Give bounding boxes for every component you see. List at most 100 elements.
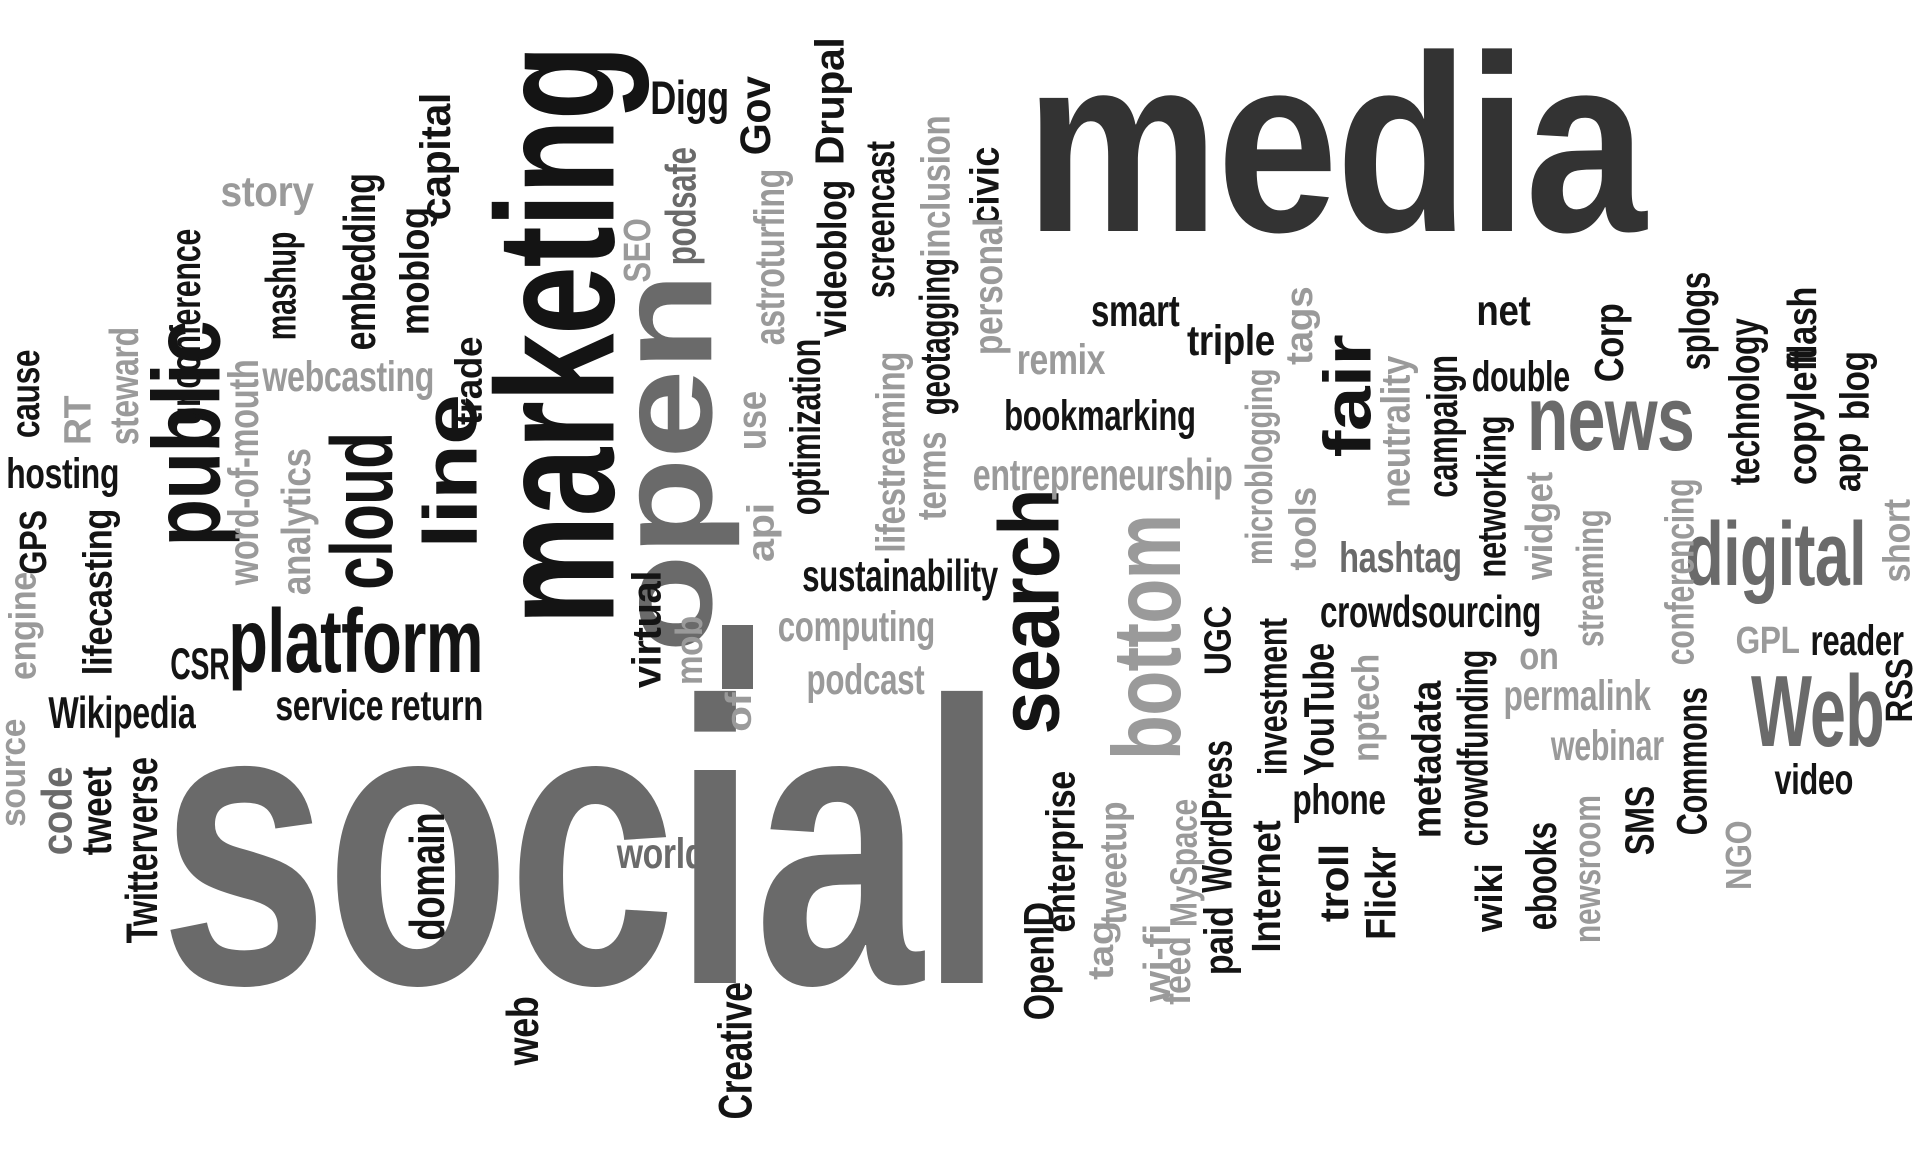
word-screencast: screencast: [856, 141, 903, 298]
word-embedding: embedding: [334, 173, 385, 350]
word-conferencing: conferencing: [1656, 478, 1703, 666]
word-lifecasting: lifecasting: [74, 508, 121, 676]
word-streaming: streaming: [1569, 509, 1612, 647]
word-inclusion: inclusion: [911, 115, 958, 258]
word-on: on: [1518, 635, 1559, 678]
word-permalink: permalink: [1503, 671, 1651, 720]
word-service: service: [274, 681, 383, 730]
word-news: news: [1527, 368, 1695, 471]
word-mashup: mashup: [257, 231, 306, 340]
word-use: use: [728, 391, 775, 450]
word-crowdsourcing: crowdsourcing: [1320, 586, 1542, 637]
word-capital: capital: [411, 92, 460, 220]
word-newsroom: newsroom: [1566, 795, 1609, 944]
word-world: world: [617, 829, 706, 878]
word-sustainability: sustainability: [801, 550, 998, 601]
word-splogs: splogs: [1671, 271, 1720, 370]
word-gov: Gov: [731, 76, 780, 155]
word-cloud: cloud: [312, 432, 411, 591]
word-search: search: [982, 489, 1078, 735]
word-api: api: [740, 503, 783, 563]
word-bookmarking: bookmarking: [1004, 391, 1197, 440]
word-moblog: moblog: [391, 207, 438, 335]
word-app: app: [1826, 433, 1869, 492]
word-technology: technology: [1720, 318, 1769, 485]
word-story: story: [220, 167, 314, 216]
word-web: Web: [1750, 655, 1884, 768]
word-neutrality: neutrality: [1372, 355, 1419, 508]
word-web: web: [498, 996, 549, 1065]
word-civic: civic: [961, 146, 1008, 225]
word-tags: tags: [1278, 286, 1321, 365]
word-wikipedia: Wikipedia: [47, 687, 196, 738]
word-source: source: [0, 719, 34, 827]
word-networking: networking: [1468, 415, 1515, 578]
word-internet: Internet: [1242, 820, 1289, 953]
word-tools: tools: [1281, 487, 1324, 571]
word-tag: tag: [1081, 921, 1122, 980]
word-hashtag: hashtag: [1339, 533, 1463, 582]
word-terms: terms: [908, 431, 955, 520]
word-seo: SEO: [616, 218, 659, 283]
word-short: short: [1876, 499, 1919, 583]
word-net: net: [1476, 286, 1531, 335]
word-sms: SMS: [1616, 785, 1663, 855]
word-ugc: UGC: [1196, 605, 1239, 675]
word-corp: Corp: [1585, 303, 1632, 383]
word-engine: engine: [1, 572, 44, 680]
word-of: of: [719, 692, 760, 732]
word-phone: phone: [1292, 775, 1387, 824]
word-trade: trade: [448, 336, 491, 426]
word-fair: fair: [1310, 335, 1386, 458]
word-nptech: nptech: [1344, 654, 1387, 762]
word-troll: troll: [1310, 844, 1357, 922]
word-geotagging: geotagging: [911, 257, 960, 416]
word-video: video: [1774, 755, 1854, 804]
word-unconference: unconference: [161, 228, 210, 426]
word-analytics: analytics: [272, 448, 319, 595]
word-gpl: GPL: [1735, 619, 1800, 662]
word-cause: cause: [1, 349, 48, 438]
word-astroturfing: astroturfing: [745, 168, 794, 345]
word-ngo: NGO: [1719, 820, 1760, 891]
word-digital: digital: [1685, 504, 1867, 605]
word-openid: OpenID: [1015, 902, 1064, 1020]
word-youtube: YouTube: [1295, 642, 1344, 776]
word-webinar: webinar: [1550, 721, 1664, 770]
word-word-of-mouth: word-of-mouth: [219, 359, 268, 585]
word-hosting: hosting: [6, 449, 120, 498]
word-twitterverse: Twitterverse: [116, 756, 167, 943]
word-podsafe: podsafe: [657, 147, 706, 266]
word-csr: CSR: [170, 638, 230, 689]
word-metadata: metadata: [1402, 680, 1449, 838]
word-tweet: tweet: [72, 766, 121, 856]
word-copyleft: copyleft: [1778, 347, 1825, 485]
word-bottom: bottom: [1093, 514, 1201, 760]
word-wiki: wiki: [1468, 863, 1511, 932]
word-entrepreneurship: entrepreneurship: [972, 449, 1233, 500]
word-commons: Commons: [1668, 687, 1717, 835]
word-widget: widget: [1518, 472, 1561, 580]
word-virtual: virtual: [622, 570, 669, 688]
word-rss: RSS: [1878, 658, 1920, 723]
word-platform: platform: [228, 591, 483, 692]
word-podcast: podcast: [806, 655, 925, 704]
word-computing: computing: [777, 602, 936, 651]
word-return: return: [389, 681, 483, 730]
word-personal: personal: [964, 217, 1011, 355]
word-rt: RT: [56, 395, 99, 445]
word-smart: smart: [1090, 285, 1180, 336]
word-drupal: Drupal: [806, 37, 853, 165]
word-double: double: [1471, 352, 1571, 401]
word-optimization: optimization: [781, 338, 830, 515]
word-triple: triple: [1187, 316, 1275, 365]
word-steward: steward: [100, 327, 147, 446]
word-myspace: MySpace: [1163, 799, 1206, 927]
word-domain: domain: [400, 813, 456, 941]
word-crowdfunding: crowdfunding: [1449, 649, 1498, 846]
word-webcasting: webcasting: [262, 352, 435, 401]
cloud-bar-accent: [722, 625, 753, 689]
word-videoblog: videoblog: [808, 179, 855, 338]
word-tweetup: tweetup: [1092, 801, 1135, 925]
